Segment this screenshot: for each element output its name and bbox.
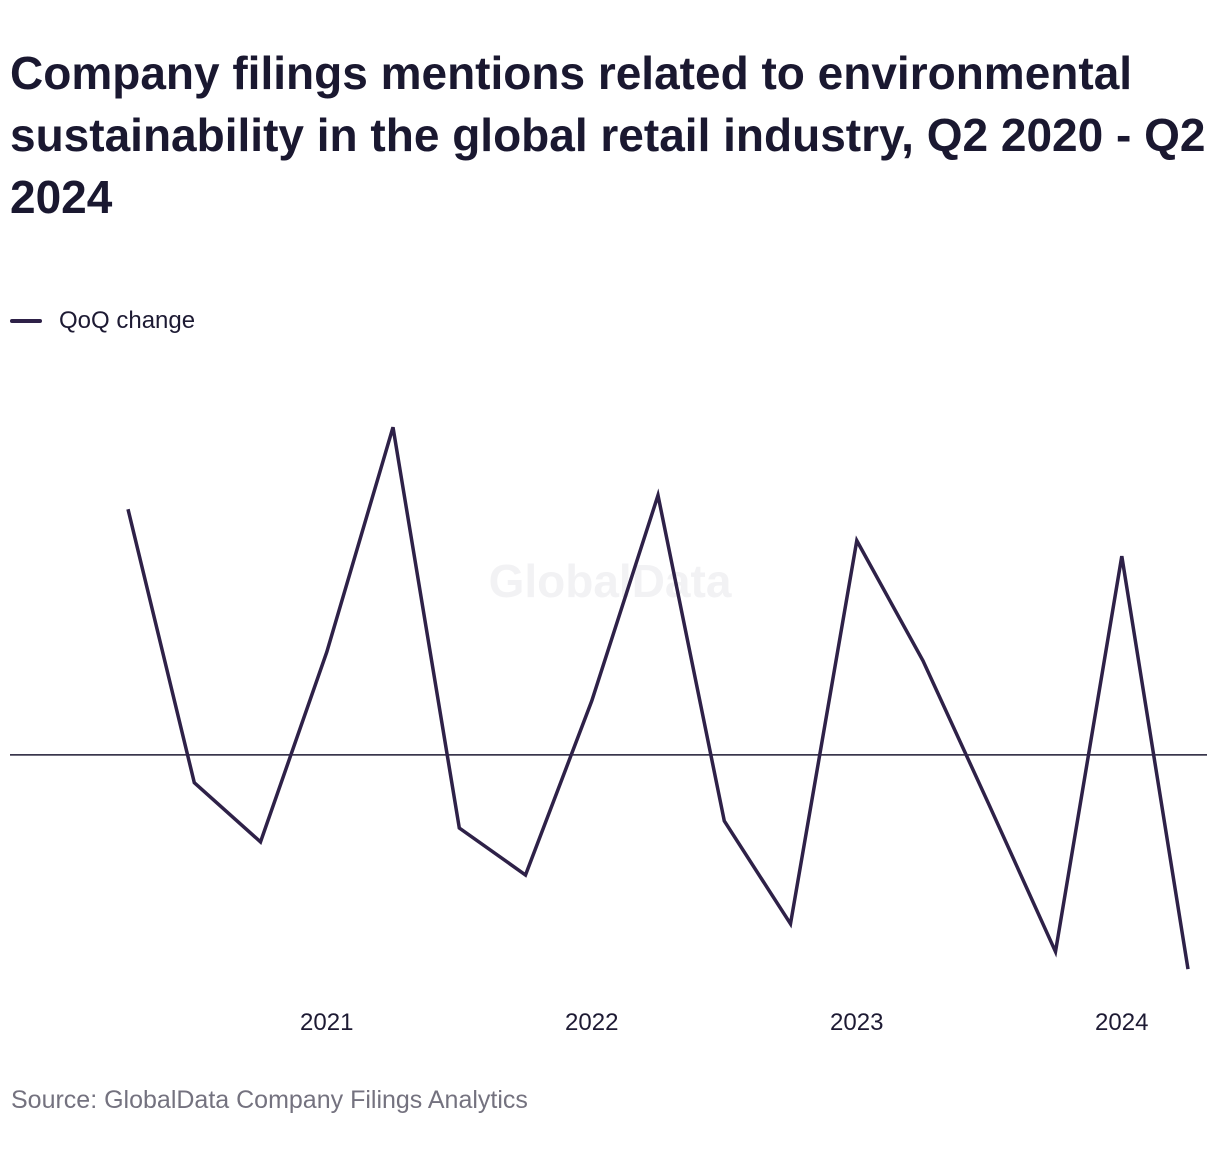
- x-axis-ticks: 2021 2022 2023 2024: [300, 1009, 1148, 1036]
- series-line-1: [126, 426, 1190, 970]
- chart-title: Company filings mentions related to envi…: [10, 47, 1206, 223]
- legend-label-qoq-change: QoQ change: [59, 307, 196, 334]
- legend: QoQ change: [10, 306, 195, 336]
- watermark-text: GlobalData: [489, 555, 732, 607]
- x-tick-label: 2023: [830, 1009, 883, 1036]
- line-chart: GlobalData 2021 2022 2023 2024: [10, 426, 1207, 1036]
- chart-area: GlobalData 2021 2022 2023 2024: [0, 340, 1220, 1060]
- series-group: [126, 426, 1190, 970]
- x-tick-label: 2022: [565, 1009, 618, 1036]
- legend-swatch: [10, 319, 42, 323]
- x-tick-label: 2021: [300, 1009, 353, 1036]
- x-tick-label: 2024: [1095, 1009, 1148, 1036]
- source-note: Source: GlobalData Company Filings Analy…: [11, 1086, 528, 1114]
